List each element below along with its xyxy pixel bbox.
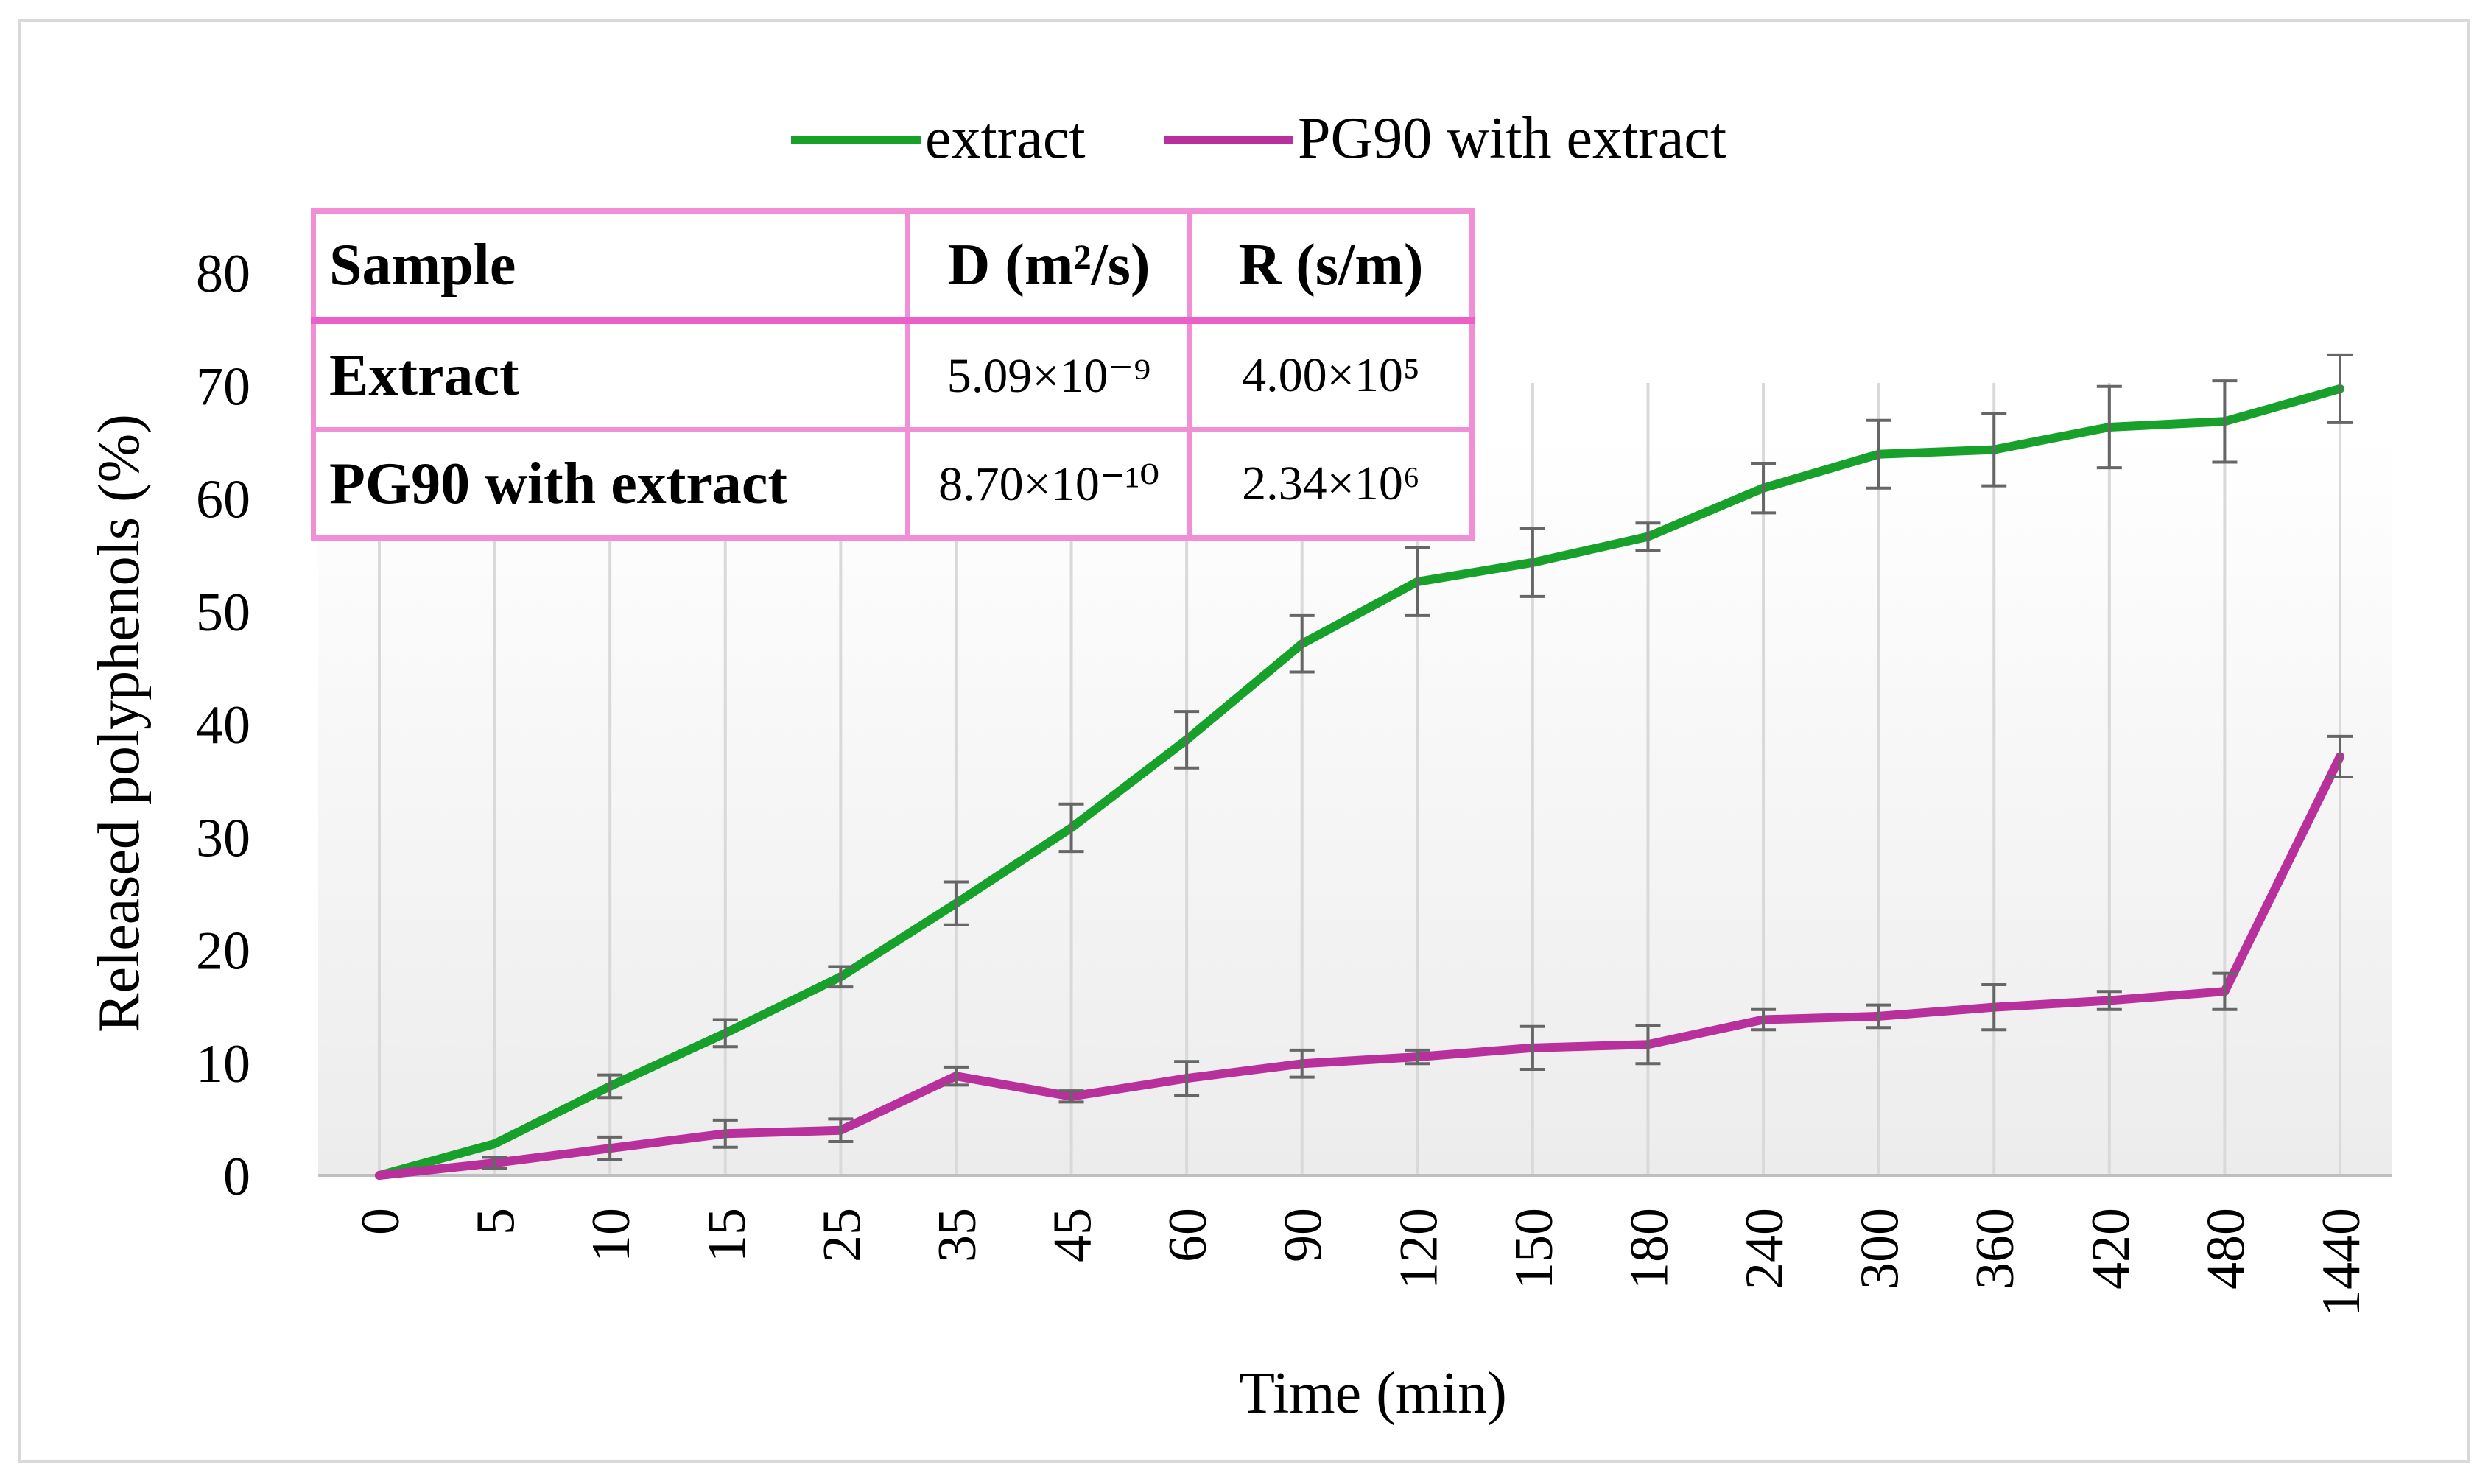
series-line-extract xyxy=(375,384,2344,1180)
x-tick-label: 60 xyxy=(1158,1208,1218,1262)
x-tick-label: 35 xyxy=(927,1208,988,1262)
diffusion-table: Sample D (m²/s) R (s/m) Extract 5.09×10⁻… xyxy=(311,208,1475,541)
data-point xyxy=(379,1175,380,1176)
y-tick-label: 10 xyxy=(196,1034,250,1094)
x-tick-label: 5 xyxy=(466,1208,527,1235)
y-tick-labels: 0 10 20 30 40 50 60 70 80 xyxy=(196,244,250,1207)
x-tick-label: 120 xyxy=(1388,1208,1449,1290)
y-tick-label: 30 xyxy=(196,808,250,868)
x-tick-label: 240 xyxy=(1735,1208,1795,1290)
table-header-row: Sample D (m²/s) R (s/m) xyxy=(311,208,1475,324)
x-tick-label: 420 xyxy=(2081,1208,2141,1290)
x-tick-label: 90 xyxy=(1273,1208,1334,1262)
table-row: Extract 5.09×10⁻⁹ 4.00×10⁵ xyxy=(311,317,1475,432)
x-tick-label: 480 xyxy=(2196,1208,2256,1290)
x-tick-label: 45 xyxy=(1043,1208,1103,1262)
cell-r: 2.34×10⁶ xyxy=(1187,427,1475,541)
x-tick-labels: 0 5 10 15 25 35 45 60 90 120 150 180 240 300 360 420 480… xyxy=(351,1208,2372,1317)
cell-sample: PG90 with extract xyxy=(311,427,910,541)
legend-label-pg90: PG90 with extract xyxy=(1298,106,1726,171)
y-tick-label: 50 xyxy=(196,583,250,643)
y-tick-label: 20 xyxy=(196,921,250,982)
header-sample: Sample xyxy=(311,208,910,324)
y-axis-title: Released polyphenols (%) xyxy=(87,414,152,1033)
x-tick-label: 15 xyxy=(697,1208,757,1262)
y-tick-label: 60 xyxy=(196,470,250,530)
legend-label-extract: extract xyxy=(925,106,1086,171)
series-line-pg90 xyxy=(375,752,2344,1180)
x-tick-label: 180 xyxy=(1619,1208,1679,1290)
error-bars xyxy=(482,353,2353,1170)
cell-r: 4.00×10⁵ xyxy=(1187,317,1475,432)
x-tick-label: 150 xyxy=(1504,1208,1564,1290)
x-tick-label: 10 xyxy=(581,1208,642,1262)
x-tick-label: 360 xyxy=(1965,1208,2026,1290)
y-tick-label: 80 xyxy=(196,244,250,304)
cell-d: 5.09×10⁻⁹ xyxy=(905,317,1192,432)
x-tick-label: 1440 xyxy=(2311,1208,2372,1317)
cell-sample: Extract xyxy=(311,317,910,432)
x-tick-label: 300 xyxy=(1850,1208,1911,1290)
data-point xyxy=(493,1143,496,1145)
header-r: R (s/m) xyxy=(1187,208,1475,324)
header-d: D (m²/s) xyxy=(905,208,1192,324)
x-tick-label: 0 xyxy=(351,1208,411,1235)
legend: extract PG90 with extract xyxy=(791,106,1726,171)
y-tick-label: 70 xyxy=(196,356,250,417)
x-tick-label: 25 xyxy=(812,1208,872,1262)
y-tick-label: 40 xyxy=(196,695,250,756)
cell-d: 8.70×10⁻¹⁰ xyxy=(905,427,1192,541)
y-tick-label: 0 xyxy=(223,1147,250,1207)
table-row: PG90 with extract 8.70×10⁻¹⁰ 2.34×10⁶ xyxy=(311,427,1475,541)
x-axis-title: Time (min) xyxy=(1239,1361,1507,1426)
